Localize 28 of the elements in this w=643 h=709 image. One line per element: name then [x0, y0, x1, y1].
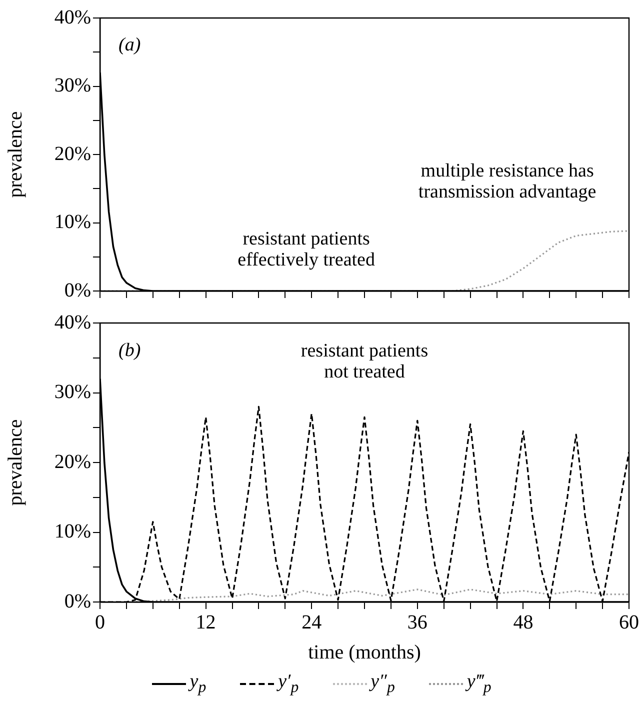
- y-axis-title: prevalence: [4, 111, 26, 198]
- y-tick-label: 0%: [64, 590, 91, 612]
- y-tick-label: 40%: [54, 6, 91, 28]
- x-tick-label: 12: [196, 611, 216, 634]
- annotation: resistant patients not treated: [300, 340, 428, 383]
- annotation: resistant patients effectively treated: [238, 228, 376, 271]
- x-tick-label: 0: [95, 611, 105, 634]
- annotation: (a): [118, 34, 141, 56]
- y-tick-label: 30%: [54, 381, 91, 403]
- y-tick-label: 10%: [54, 520, 91, 542]
- y-tick-label: 40%: [54, 311, 91, 334]
- y-tick-label: 10%: [54, 211, 91, 233]
- x-tick-label: 60: [619, 611, 639, 634]
- y-tick-label: 0%: [64, 279, 91, 302]
- legend-label: y′$_{p}$: [278, 671, 299, 697]
- legend-label: y‴$_{p}$: [466, 671, 492, 697]
- annotation: (b): [118, 340, 141, 361]
- x-axis-title: time (months): [308, 641, 421, 664]
- y-tick-label: 30%: [54, 74, 91, 96]
- annotation: multiple resistance has transmission advantage: [418, 160, 596, 202]
- legend-label: y$_{p}$: [190, 671, 206, 697]
- x-tick-label: 36: [407, 611, 428, 634]
- x-tick-label: 24: [302, 611, 322, 634]
- y-tick-label: 20%: [54, 142, 91, 165]
- x-tick-label: 48: [513, 611, 534, 634]
- legend-label: y″$_{p}$: [370, 671, 395, 697]
- y-axis-title: prevalence: [4, 419, 26, 506]
- y-tick-label: 20%: [54, 450, 91, 473]
